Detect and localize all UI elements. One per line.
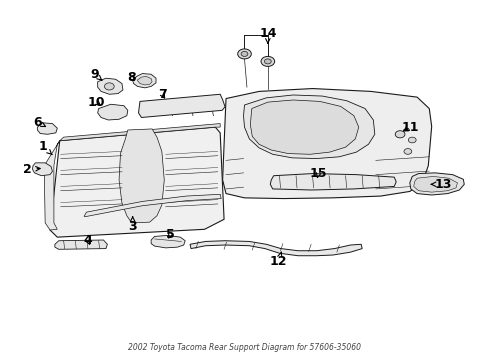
Polygon shape [137, 76, 152, 85]
Polygon shape [138, 94, 224, 117]
Text: 5: 5 [166, 228, 175, 241]
Polygon shape [60, 123, 220, 141]
Polygon shape [132, 73, 156, 88]
Circle shape [104, 83, 114, 90]
Polygon shape [98, 78, 122, 94]
Polygon shape [190, 241, 362, 256]
Polygon shape [270, 174, 395, 190]
Text: 8: 8 [127, 71, 136, 84]
Text: 7: 7 [158, 89, 167, 102]
Polygon shape [413, 176, 457, 192]
Text: 9: 9 [90, 68, 102, 81]
Polygon shape [243, 95, 374, 158]
Text: 11: 11 [401, 121, 419, 134]
Polygon shape [119, 129, 164, 223]
Polygon shape [32, 163, 52, 176]
Text: 15: 15 [309, 167, 326, 180]
Text: 4: 4 [83, 234, 92, 247]
Text: 1: 1 [38, 140, 52, 154]
Polygon shape [55, 240, 107, 249]
Circle shape [237, 49, 251, 59]
Circle shape [264, 59, 271, 64]
Polygon shape [222, 89, 431, 199]
Text: 12: 12 [269, 252, 286, 268]
Text: 2: 2 [23, 163, 40, 176]
Polygon shape [250, 100, 358, 154]
Polygon shape [151, 235, 185, 248]
Polygon shape [409, 173, 463, 195]
Text: 13: 13 [430, 178, 450, 191]
Text: 10: 10 [87, 96, 105, 109]
Text: 3: 3 [128, 217, 137, 233]
Circle shape [403, 149, 411, 154]
Polygon shape [84, 194, 221, 216]
Circle shape [394, 131, 404, 138]
Circle shape [261, 57, 274, 66]
Text: 2002 Toyota Tacoma Rear Support Diagram for 57606-35060: 2002 Toyota Tacoma Rear Support Diagram … [128, 343, 360, 352]
Circle shape [241, 51, 247, 57]
Circle shape [407, 137, 415, 143]
Polygon shape [50, 127, 224, 237]
Polygon shape [37, 123, 57, 134]
Text: 6: 6 [33, 116, 45, 129]
Polygon shape [98, 104, 127, 120]
Polygon shape [44, 141, 60, 230]
Text: 14: 14 [259, 27, 276, 43]
